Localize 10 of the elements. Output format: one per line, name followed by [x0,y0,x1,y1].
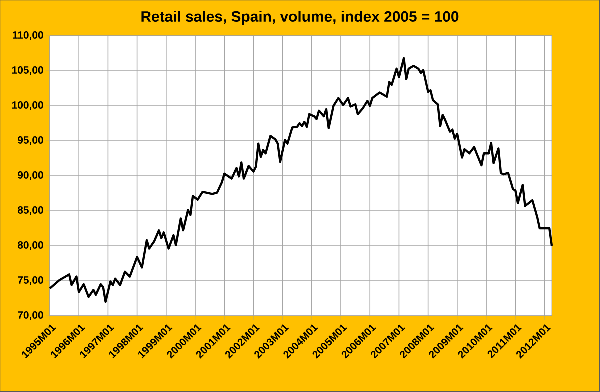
y-tick-label: 90,00 [18,172,44,180]
y-tick-label: 95,00 [18,136,44,146]
y-tick-label: 100,00 [12,102,44,110]
chart-title: Retail sales, Spain, volume, index 2005 = 100 [142,11,459,25]
y-tick-label: 85,00 [18,206,44,216]
y-tick-label: 105,00 [12,66,44,76]
y-tick-label: 110,00 [13,32,44,40]
y-tick-label: 75,00 [18,276,44,286]
y-tick-label: 70,00 [18,312,44,320]
y-tick-label: 80,00 [18,242,44,250]
